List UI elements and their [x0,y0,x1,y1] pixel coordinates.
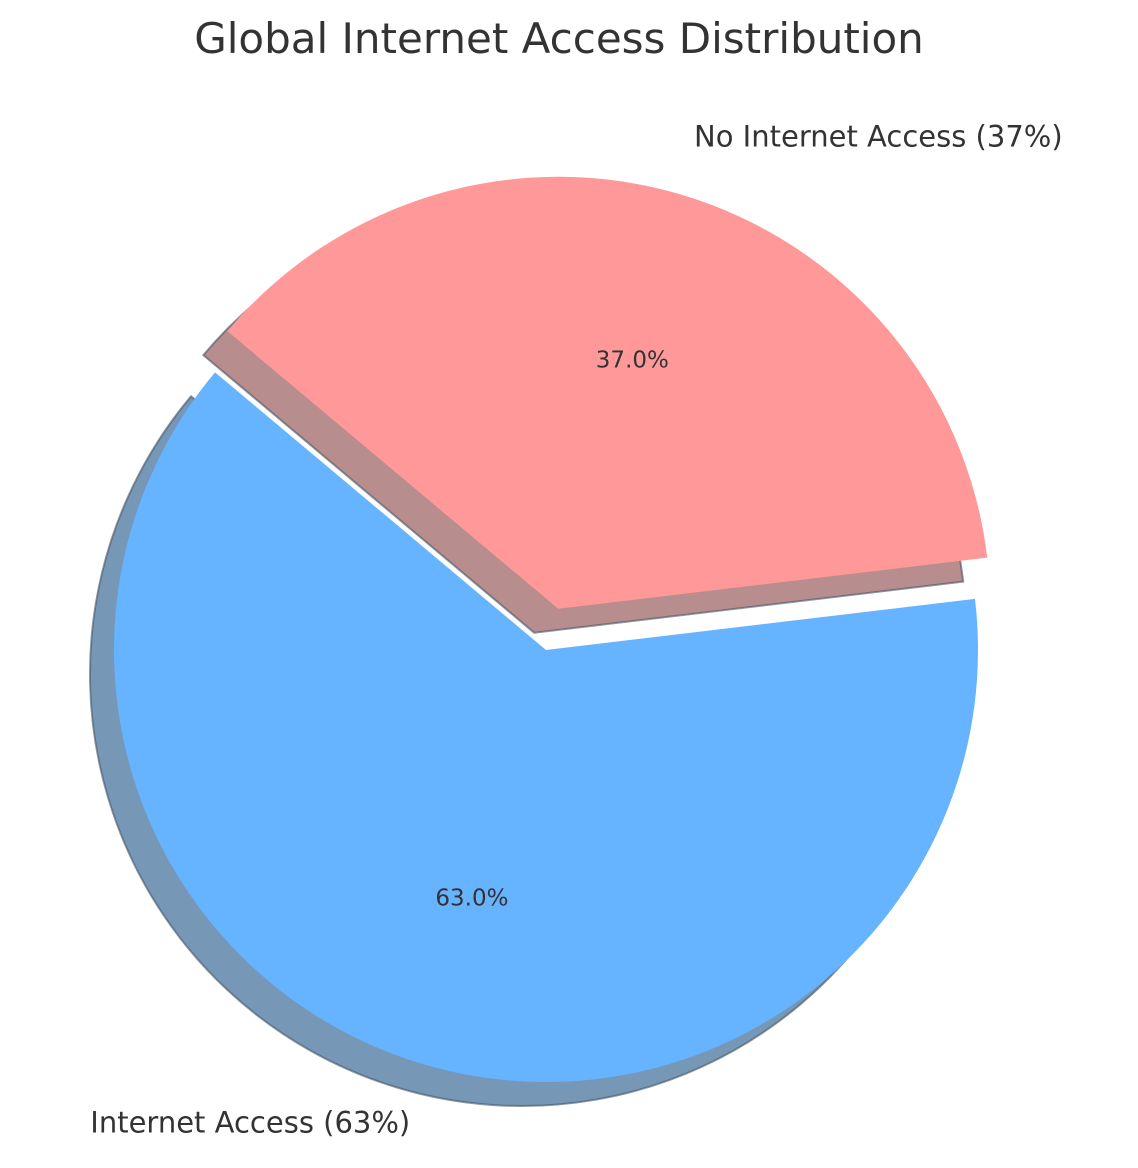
pie-slice-internet-access-63 [113,372,978,1083]
pie-slice-no-internet-access-37 [227,176,988,609]
pie-slices [113,176,988,1083]
chart-title: Global Internet Access Distribution [194,14,924,63]
slice-label-internet-access-63: Internet Access (63%) [90,1105,410,1139]
slice-label-no-internet-access-37: No Internet Access (37%) [694,119,1063,153]
slice-labels: Internet Access (63%) 63.0% No Internet Ac… [90,119,1062,1139]
slice-percent-no-internet-access-37: 37.0% [596,347,669,373]
slice-percent-internet-access-63: 63.0% [435,885,508,911]
